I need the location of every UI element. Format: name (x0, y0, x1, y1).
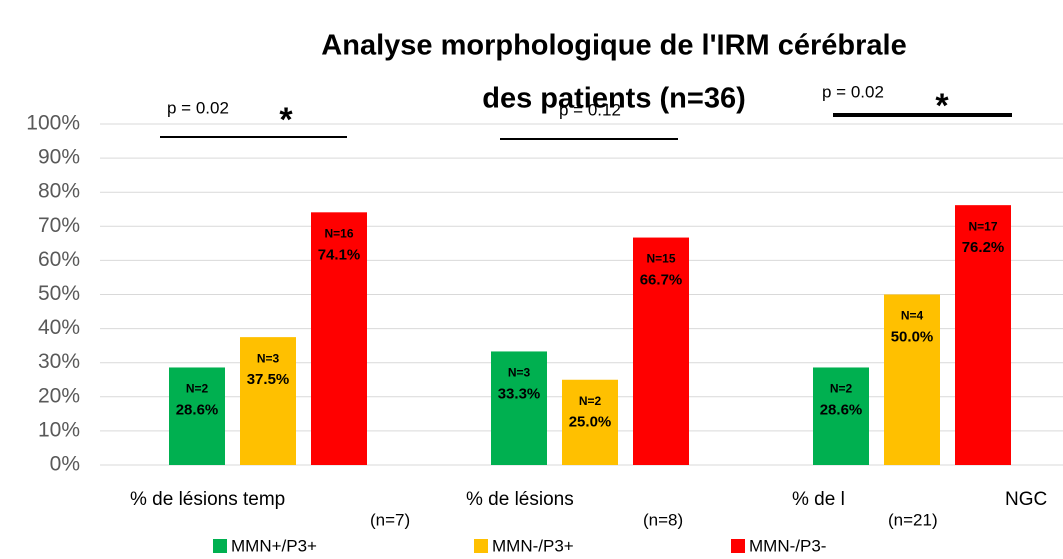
data-label: 66.7% (640, 272, 683, 289)
bar (311, 212, 367, 465)
legend-swatch (213, 539, 227, 553)
legend-swatch (474, 539, 488, 553)
p-value: p = 0.12 (559, 100, 621, 119)
legend-label: MMN+/P3+ (231, 536, 317, 555)
bar (955, 205, 1011, 465)
count-label: N=16 (324, 226, 353, 240)
data-label: 76.2% (962, 239, 1005, 256)
bar (813, 367, 869, 465)
legend-swatch (731, 539, 745, 553)
extra-label: NGC (1005, 489, 1047, 510)
y-tick-label: 100% (26, 112, 80, 135)
y-tick-label: 70% (38, 214, 80, 237)
data-label: 28.6% (820, 401, 863, 418)
y-tick-label: 40% (38, 316, 80, 339)
p-value: p = 0.02 (822, 82, 884, 101)
legend-label: MMN-/P3+ (492, 536, 574, 555)
y-tick-label: 90% (38, 146, 80, 169)
x-tick-label: % de lésions temp (130, 489, 285, 510)
bar (633, 237, 689, 465)
y-tick-label: 30% (38, 350, 80, 373)
category-note: (n=8) (643, 510, 683, 529)
y-tick-label: 50% (38, 282, 80, 305)
bar (884, 294, 940, 465)
count-label: N=15 (646, 252, 675, 266)
x-tick-label: % de l (792, 489, 845, 510)
bar (562, 379, 618, 465)
significance-star: * (935, 87, 949, 125)
chart-title: des patients (n=36) (482, 83, 746, 115)
data-label: 37.5% (247, 371, 290, 388)
y-tick-label: 20% (38, 384, 80, 407)
data-label: 74.1% (318, 246, 361, 263)
data-label: 33.3% (498, 385, 541, 402)
count-label: N=2 (579, 394, 602, 408)
y-tick-label: 60% (38, 248, 80, 271)
count-label: N=17 (968, 219, 997, 233)
bar (169, 367, 225, 465)
y-tick-label: 0% (50, 453, 80, 476)
count-label: N=2 (830, 382, 853, 396)
significance-star: * (279, 101, 293, 139)
data-label: 50.0% (891, 328, 934, 345)
p-value: p = 0.02 (167, 98, 229, 117)
y-tick-label: 80% (38, 180, 80, 203)
data-label: 25.0% (569, 414, 612, 431)
count-label: N=3 (257, 351, 280, 365)
bar (491, 351, 547, 465)
x-tick-label: % de lésions (466, 489, 574, 510)
bar (240, 337, 296, 465)
count-label: N=2 (186, 382, 209, 396)
category-note: (n=21) (888, 510, 938, 529)
legend-label: MMN-/P3- (749, 536, 826, 555)
category-note: (n=7) (370, 510, 410, 529)
y-tick-label: 10% (38, 418, 80, 441)
data-label: 28.6% (176, 401, 219, 418)
chart-title: Analyse morphologique de l'IRM cérébrale (321, 30, 906, 62)
count-label: N=3 (508, 366, 531, 380)
count-label: N=4 (901, 309, 924, 323)
